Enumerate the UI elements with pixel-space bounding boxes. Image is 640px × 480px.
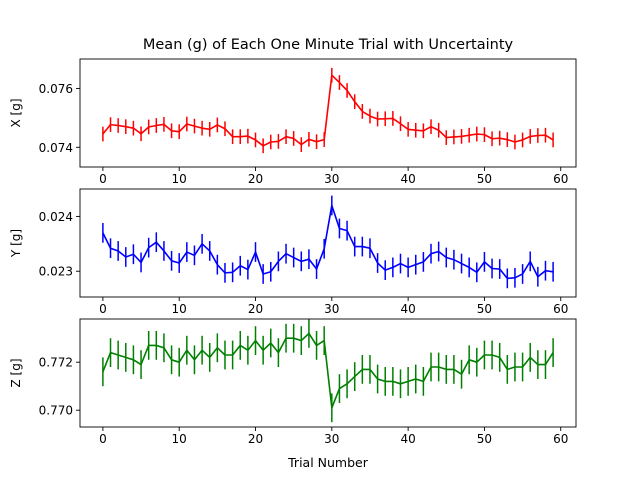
series-line-z (102, 332, 554, 409)
x-tick-label: 30 (324, 172, 339, 186)
x-tick-label: 40 (400, 302, 415, 316)
y-tick-label: 0.076 (39, 82, 73, 96)
x-tick-label: 10 (172, 432, 187, 446)
x-tick-label: 60 (553, 302, 568, 316)
x-tick-label: 50 (477, 302, 492, 316)
y-tick-label: 0.024 (39, 210, 73, 224)
y-axis-label-x: X [g] (9, 98, 23, 127)
x-tick-label: 60 (553, 432, 568, 446)
y-tick-label: 0.772 (39, 356, 73, 370)
x-tick-label: 0 (99, 172, 107, 186)
x-tick-label: 20 (248, 172, 263, 186)
series-line-y (102, 204, 554, 280)
x-tick-label: 50 (477, 432, 492, 446)
panel-z: 0 10 20 30 40 50 60 0.770 0.772 Z [g] (9, 318, 577, 446)
x-tick-label: 60 (553, 172, 568, 186)
chart-title: Mean (g) of Each One Minute Trial with U… (143, 37, 514, 53)
axes-frame-z (79, 318, 577, 428)
x-tick-label: 10 (172, 302, 187, 316)
x-tick-label: 40 (400, 432, 415, 446)
x-axis-label: Trial Number (287, 455, 369, 470)
panel-y: 0 10 20 30 40 50 60 0.023 0.024 Y [g] (9, 188, 577, 316)
x-tick-label: 20 (248, 302, 263, 316)
axes-frame-x (79, 58, 577, 168)
x-tick-label: 0 (99, 432, 107, 446)
x-tick-label: 40 (400, 172, 415, 186)
x-tick-label: 30 (324, 302, 339, 316)
x-tick-label: 20 (248, 432, 263, 446)
x-tick-label: 50 (477, 172, 492, 186)
y-axis-label-y: Y [g] (9, 229, 23, 258)
y-tick-label: 0.023 (39, 265, 73, 279)
x-tick-label: 0 (99, 302, 107, 316)
x-tick-label: 30 (324, 432, 339, 446)
y-axis-label-z: Z [g] (9, 358, 23, 387)
series-line-x (102, 74, 554, 147)
axes-frame-y (79, 188, 577, 298)
panel-x: 0 10 20 30 40 50 60 0.074 0.076 X [g] (9, 58, 577, 186)
x-tick-label: 10 (172, 172, 187, 186)
y-tick-label: 0.074 (39, 141, 73, 155)
y-tick-label: 0.770 (39, 404, 73, 418)
